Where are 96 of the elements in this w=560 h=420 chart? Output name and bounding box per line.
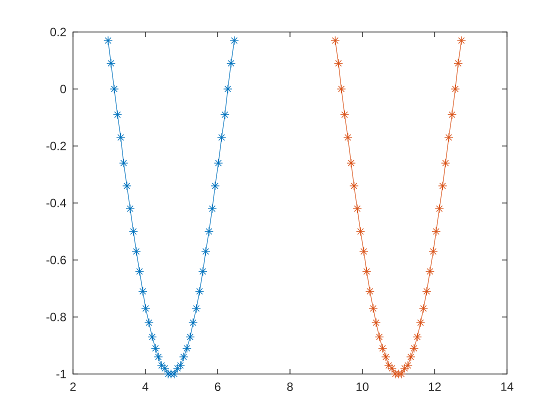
point: [148, 332, 157, 342]
point: [334, 58, 344, 68]
point: [381, 352, 390, 362]
point: [106, 58, 116, 68]
x-tick-label: 8: [287, 382, 293, 391]
point: [416, 318, 426, 328]
point: [396, 369, 406, 379]
point: [330, 36, 340, 46]
point: [170, 369, 179, 379]
y-tick-label: -0.4: [46, 198, 66, 208]
point: [450, 84, 460, 94]
point: [208, 204, 217, 214]
y-tick-label: 0: [60, 84, 66, 94]
y-tick-label: -0.8: [46, 312, 66, 322]
x-tick-label: 14: [501, 382, 514, 391]
point: [372, 318, 381, 328]
point: [172, 364, 182, 373]
point: [226, 58, 236, 68]
point: [164, 369, 173, 379]
point: [425, 266, 435, 276]
y-tick-label: -0.2: [46, 142, 66, 150]
point: [188, 318, 198, 328]
point: [454, 58, 463, 68]
point: [343, 132, 352, 142]
point: [387, 364, 397, 373]
point: [384, 360, 394, 370]
point: [176, 360, 185, 370]
point: [359, 246, 368, 256]
point: [368, 304, 378, 313]
point: [406, 352, 416, 362]
point: [412, 332, 422, 342]
point: [444, 132, 454, 142]
x-tick-label: 12: [428, 382, 441, 391]
point: [378, 344, 388, 353]
point: [438, 181, 448, 190]
point: [110, 84, 119, 94]
point: [428, 246, 438, 256]
x-tick-label: 4: [142, 382, 148, 391]
point: [116, 132, 126, 142]
point: [456, 36, 466, 46]
point: [132, 246, 141, 256]
x-tick-label: 6: [214, 382, 220, 391]
y-tick-label: 0.2: [50, 28, 66, 36]
point: [198, 266, 208, 276]
point: [204, 226, 214, 236]
point: [365, 286, 374, 296]
y-tick-label: -0.6: [46, 256, 66, 264]
point: [182, 344, 192, 353]
point: [122, 181, 132, 190]
point: [104, 36, 113, 46]
point: [192, 304, 201, 313]
point: [394, 369, 404, 379]
point: [340, 110, 350, 120]
point: [422, 286, 432, 296]
point: [119, 158, 128, 168]
point: [432, 226, 441, 236]
point: [410, 344, 419, 353]
point: [447, 110, 457, 120]
x-tick-label: 10: [356, 382, 369, 391]
point: [362, 266, 372, 276]
point: [220, 110, 230, 120]
point: [390, 369, 400, 379]
point: [144, 318, 154, 328]
point: [195, 286, 204, 296]
point: [150, 344, 160, 353]
point: [336, 84, 346, 94]
point: [112, 110, 122, 120]
point: [210, 181, 220, 190]
point: [141, 304, 150, 313]
point: [434, 204, 444, 214]
point: [349, 181, 359, 190]
point: [374, 332, 384, 342]
point: [138, 286, 148, 296]
point: [223, 84, 232, 94]
point: [186, 332, 195, 342]
point: [160, 364, 170, 373]
point: [217, 132, 226, 142]
point: [214, 158, 223, 168]
point: [418, 304, 428, 313]
y-tick-label: -1: [56, 370, 66, 378]
point: [166, 369, 176, 379]
point: [128, 226, 138, 236]
point: [356, 226, 366, 236]
point: [126, 204, 135, 214]
point: [346, 158, 356, 168]
point: [230, 36, 239, 46]
point: [440, 158, 450, 168]
x-tick-label: 2: [70, 382, 76, 391]
point: [352, 204, 362, 214]
point: [154, 352, 163, 362]
point: [157, 360, 166, 370]
point: [403, 360, 412, 370]
point: [400, 364, 410, 373]
point: [179, 352, 188, 362]
point: [201, 246, 210, 256]
point: [135, 266, 144, 276]
